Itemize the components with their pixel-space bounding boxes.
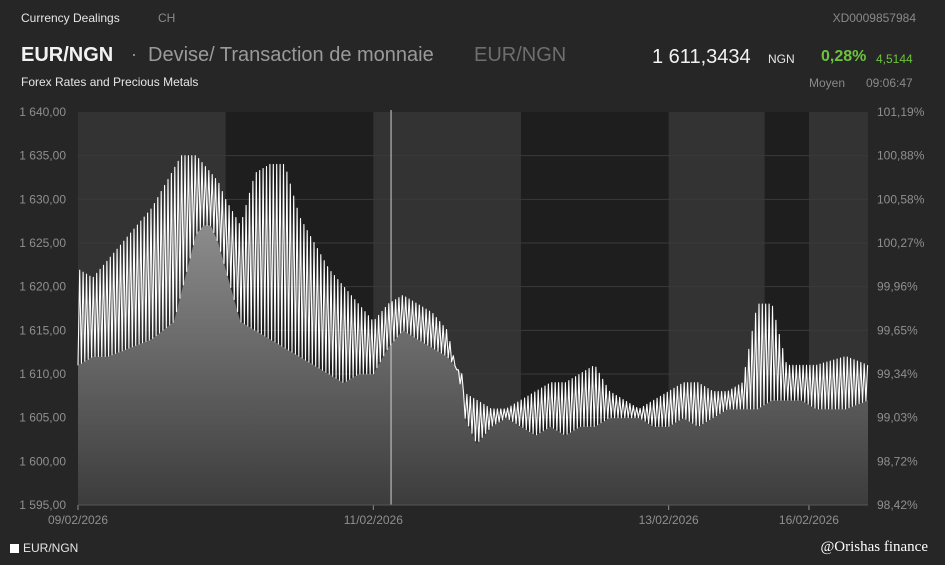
y-tick-label: 1 595,00 — [19, 498, 66, 512]
y-axis-right: 98,42% 98,72% 99,03% 99,34% 99,65% 99,96% 100,… — [877, 105, 925, 512]
change-absolute: 4,5144 — [876, 52, 913, 66]
legend-label: EUR/NGN — [23, 541, 79, 555]
y2-tick-label: 99,96% — [877, 280, 918, 294]
price-chart[interactable]: 1 595,00 1 600,00 1 605,00 1 610,00 1 615,00… — [0, 100, 945, 530]
pair-title: EUR/NGN — [21, 44, 114, 66]
y2-tick-label: 100,27% — [877, 236, 925, 250]
pair-secondary: EUR/NGN — [474, 44, 567, 66]
y2-tick-label: 100,88% — [877, 149, 925, 163]
y2-tick-label: 100,58% — [877, 192, 925, 206]
y2-tick-label: 99,03% — [877, 411, 918, 425]
legend[interactable]: EUR/NGN — [10, 541, 78, 555]
country-code: CH — [158, 11, 176, 25]
last-price: 1 611,3434 — [652, 46, 751, 68]
change-percent: 0,28% — [821, 48, 867, 65]
price-type: Moyen — [809, 76, 846, 90]
quote-time: 09:06:47 — [866, 76, 913, 90]
x-tick-label: 13/02/2026 — [639, 513, 699, 527]
y-tick-label: 1 635,00 — [19, 149, 66, 163]
y2-tick-label: 99,34% — [877, 367, 918, 381]
y-tick-label: 1 600,00 — [19, 454, 66, 468]
y-tick-label: 1 640,00 — [19, 105, 66, 119]
y-tick-label: 1 630,00 — [19, 192, 66, 206]
top-bar: Currency Dealings CH XD0009857984 — [0, 0, 945, 36]
y-tick-label: 1 605,00 — [19, 411, 66, 425]
legend-swatch — [10, 544, 19, 553]
y2-tick-label: 98,72% — [877, 454, 918, 468]
x-tick-label: 11/02/2026 — [344, 513, 403, 527]
y2-tick-label: 98,42% — [877, 498, 918, 512]
y-tick-label: 1 625,00 — [19, 236, 66, 250]
y-tick-label: 1 610,00 — [19, 367, 66, 381]
instrument-description: Devise/ Transaction de monnaie — [148, 44, 434, 66]
credit-watermark: @Orishas finance — [820, 539, 928, 555]
x-axis: 09/02/2026 11/02/2026 13/02/2026 16/02/2026 — [48, 504, 868, 527]
isin-code: XD0009857984 — [832, 11, 916, 25]
x-tick-label: 16/02/2026 — [779, 513, 839, 527]
y2-tick-label: 101,19% — [877, 105, 925, 119]
series-area-fill — [78, 225, 868, 505]
section-label[interactable]: Currency Dealings — [21, 11, 120, 25]
x-tick-label: 09/02/2026 — [48, 513, 108, 527]
price-currency: NGN — [768, 52, 795, 66]
market-subtitle: Forex Rates and Precious Metals — [21, 75, 199, 89]
y2-tick-label: 99,65% — [877, 323, 918, 337]
series-area — [77, 155, 869, 505]
y-tick-label: 1 620,00 — [19, 280, 66, 294]
y-axis-left: 1 595,00 1 600,00 1 605,00 1 610,00 1 615,00… — [19, 105, 66, 512]
title-separator: · — [131, 44, 137, 64]
series-line — [77, 155, 869, 442]
y-tick-label: 1 615,00 — [19, 323, 66, 337]
